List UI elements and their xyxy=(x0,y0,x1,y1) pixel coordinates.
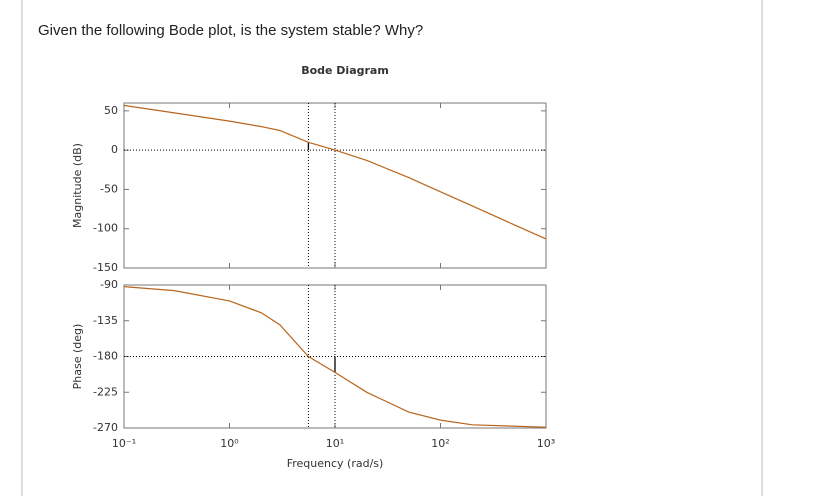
x-tick-label: 10³ xyxy=(537,437,555,450)
y-axis-label: Phase (deg) xyxy=(71,324,84,390)
y-tick-label: -180 xyxy=(93,350,118,363)
y-tick-label: 0 xyxy=(111,143,118,156)
chart-title: Bode Diagram xyxy=(301,64,389,77)
x-tick-label: 10¹ xyxy=(326,437,344,450)
question: Given the following Bode plot, is the sy… xyxy=(38,22,423,39)
x-axis-label: Frequency (rad/s) xyxy=(287,457,384,470)
y-tick-label: -135 xyxy=(93,314,118,327)
y-tick-label: -270 xyxy=(93,421,118,434)
y-tick-label: -100 xyxy=(93,222,118,235)
x-tick-label: 10² xyxy=(431,437,449,450)
line-series xyxy=(123,286,547,428)
y-tick-label: -50 xyxy=(100,182,118,195)
y-tick-label: -150 xyxy=(93,261,118,274)
y-tick-label: 50 xyxy=(104,104,118,117)
y-axis-label: Magnitude (dB) xyxy=(71,143,84,228)
x-tick-label: 10⁻¹ xyxy=(112,437,136,450)
y-tick-label: -90 xyxy=(100,278,118,291)
y-tick-label: -225 xyxy=(93,385,118,398)
line-series xyxy=(123,104,547,240)
x-tick-label: 10⁰ xyxy=(220,437,239,450)
